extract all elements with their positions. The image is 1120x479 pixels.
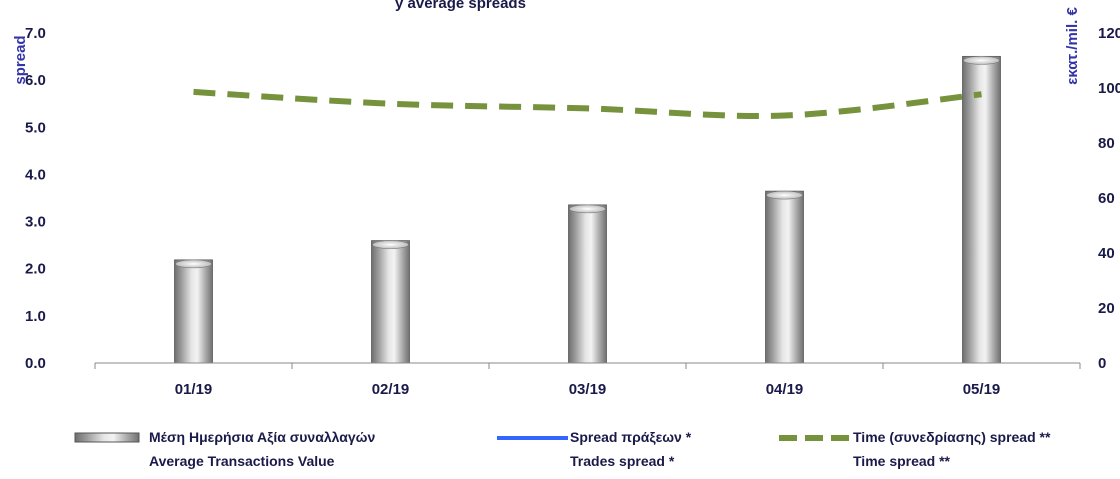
- legend-label-3-line2: Time spread **: [853, 453, 951, 469]
- legend: Μέση Ημερήσια Αξία συναλλαγών Average Tr…: [75, 429, 1051, 469]
- bar: [766, 191, 804, 363]
- legend-item-time-spread: Time (συνεδρίασης) spread ** Time spread…: [779, 429, 1051, 469]
- legend-item-average-value: Μέση Ημερήσια Αξία συναλλαγών Average Tr…: [75, 429, 375, 469]
- left-tick-label: 6.0: [25, 72, 46, 89]
- left-tick-label: 0.0: [25, 355, 46, 372]
- x-tick-label: 03/19: [569, 381, 607, 398]
- legend-label-2-line2: Trades spread *: [570, 453, 675, 469]
- bar-series: [175, 56, 1001, 363]
- right-axis-ticks: 0 20 40 60 80 100 120: [1098, 25, 1120, 372]
- bar: [963, 56, 1001, 363]
- bar: [569, 205, 607, 363]
- bar-body: [963, 56, 1001, 363]
- bar-cap: [176, 260, 212, 268]
- left-tick-label: 5.0: [25, 119, 46, 136]
- bar: [175, 260, 213, 363]
- time-spread-line: [194, 92, 982, 116]
- right-tick-label: 40: [1098, 245, 1115, 262]
- legend-item-trades-spread: Spread πράξεων * Trades spread *: [497, 429, 692, 469]
- left-tick-label: 1.0: [25, 308, 46, 325]
- chart-title: y average spreads: [395, 0, 526, 12]
- bar-cap: [373, 241, 409, 249]
- right-tick-label: 0: [1098, 355, 1106, 372]
- bar-body: [372, 241, 410, 363]
- left-tick-label: 3.0: [25, 214, 46, 231]
- legend-label-2-line1: Spread πράξεων *: [570, 429, 692, 445]
- right-axis-title: εκατ./mil. €: [1064, 7, 1081, 85]
- legend-swatch-bar: [75, 433, 139, 442]
- bar-cap: [570, 205, 606, 213]
- legend-label-3-line1: Time (συνεδρίασης) spread **: [853, 429, 1051, 445]
- legend-label-1-line2: Average Transactions Value: [149, 453, 335, 469]
- bar-cap: [767, 191, 803, 199]
- left-axis-ticks: 0.0 1.0 2.0 3.0 4.0 5.0 6.0 7.0: [25, 25, 46, 372]
- bar-body: [766, 191, 804, 363]
- right-tick-label: 100: [1098, 80, 1120, 97]
- right-tick-label: 60: [1098, 190, 1115, 207]
- right-tick-label: 80: [1098, 135, 1115, 152]
- right-tick-label: 120: [1098, 25, 1120, 42]
- left-tick-label: 2.0: [25, 261, 46, 278]
- bar-body: [175, 260, 213, 363]
- legend-label-1-line1: Μέση Ημερήσια Αξία συναλλαγών: [149, 429, 375, 445]
- bar-cap: [964, 56, 1000, 64]
- x-axis-labels: 01/19 02/19 03/19 04/19 05/19: [175, 381, 1001, 398]
- bar-body: [569, 205, 607, 363]
- x-tick-label: 05/19: [963, 381, 1001, 398]
- x-axis-ticks: [95, 363, 1080, 369]
- left-tick-label: 7.0: [25, 25, 46, 42]
- x-tick-label: 02/19: [372, 381, 410, 398]
- x-tick-label: 04/19: [766, 381, 804, 398]
- left-tick-label: 4.0: [25, 166, 46, 183]
- right-tick-label: 20: [1098, 300, 1115, 317]
- bar: [372, 241, 410, 363]
- x-tick-label: 01/19: [175, 381, 213, 398]
